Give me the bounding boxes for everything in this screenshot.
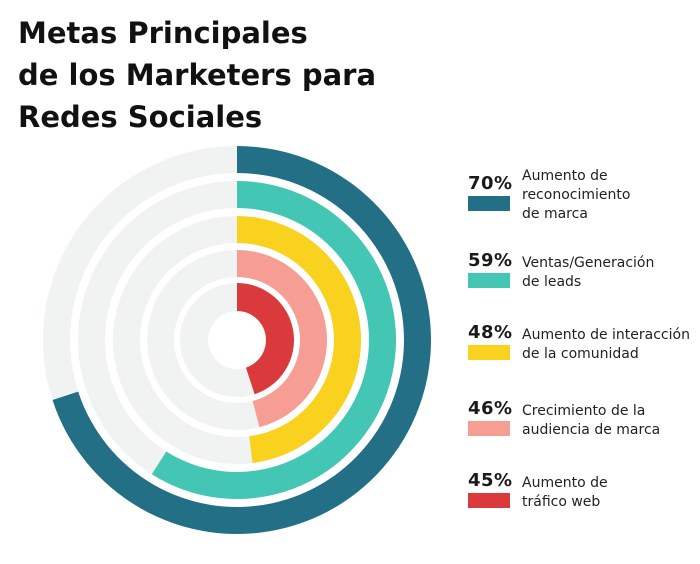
legend-swatch xyxy=(468,196,510,211)
legend-swatch xyxy=(468,493,510,508)
legend-label-line: Ventas/Generación xyxy=(522,255,655,271)
legend-label: Aumento de tráfico web xyxy=(522,474,698,512)
radial-bar-chart xyxy=(43,146,432,534)
legend-label: Aumento de reconocimiento de marca xyxy=(522,167,698,224)
ring-bar xyxy=(151,180,397,500)
ring-bar xyxy=(237,283,294,395)
legend-label-line: Crecimiento de la xyxy=(522,403,646,419)
legend-percent: 70% xyxy=(468,173,513,194)
legend-percent: 45% xyxy=(468,470,513,491)
legend-label-line: de leads xyxy=(522,274,582,290)
legend-label-line: Aumento de xyxy=(522,475,608,491)
ring-bar xyxy=(237,216,361,464)
legend-label: Aumento de interacción de la comunidad xyxy=(522,326,698,364)
legend-percent: 48% xyxy=(468,322,513,343)
legend-swatch xyxy=(468,273,510,288)
legend-percent: 46% xyxy=(468,398,513,419)
legend-label: Crecimiento de la audiencia de marca xyxy=(522,402,698,440)
title-line: de los Marketers para xyxy=(18,58,377,92)
title-line: Redes Sociales xyxy=(18,100,263,134)
legend-label-line: de marca xyxy=(522,206,588,222)
title-line: Metas Principales xyxy=(18,16,308,50)
legend-percent: 59% xyxy=(468,250,513,271)
legend-swatch xyxy=(468,345,510,360)
legend-label-line: Aumento de xyxy=(522,168,608,184)
legend-label-line: Aumento de interacción xyxy=(522,327,690,343)
legend-label: Ventas/Generación de leads xyxy=(522,254,698,292)
ring-bar xyxy=(237,250,328,428)
legend-label-line: audiencia de marca xyxy=(522,422,661,438)
chart-title: Metas Principales de los Marketers para … xyxy=(18,12,376,138)
legend-swatch xyxy=(468,421,510,436)
legend-label-line: reconocimiento xyxy=(522,187,631,203)
legend-label-line: de la comunidad xyxy=(522,346,639,362)
legend-label-line: tráfico web xyxy=(522,494,601,510)
